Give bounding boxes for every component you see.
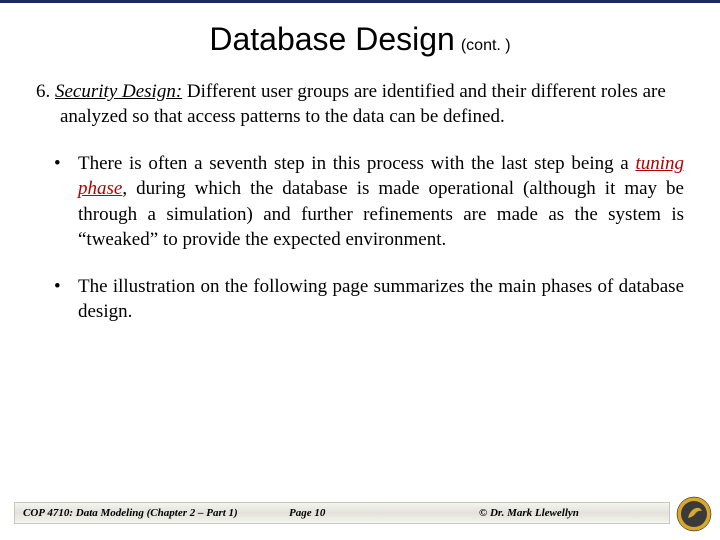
slide-content: Database Design (cont. ) 6. Security Desi… [0, 3, 720, 324]
numbered-item-6: 6. Security Design: Different user group… [36, 80, 684, 129]
footer-bar: COP 4710: Data Modeling (Chapter 2 – Par… [14, 502, 670, 524]
slide-title: Database Design (cont. ) [36, 21, 684, 58]
item-number: 6. [36, 81, 50, 102]
title-main: Database Design [209, 21, 454, 57]
footer-copyright: © Dr. Mark Llewellyn [479, 507, 669, 519]
footer: COP 4710: Data Modeling (Chapter 2 – Par… [0, 502, 720, 532]
footer-page: Page 10 [289, 507, 479, 519]
bullet1-pre: There is often a seventh step in this pr… [78, 153, 635, 174]
bullet1-post: , during which the database is made oper… [78, 178, 684, 249]
bullet-1: There is often a seventh step in this pr… [36, 151, 684, 251]
footer-course: COP 4710: Data Modeling (Chapter 2 – Par… [15, 507, 289, 519]
bullet-2: The illustration on the following page s… [36, 274, 684, 324]
security-design-label: Security Design: [55, 81, 182, 102]
ucf-pegasus-logo-icon [676, 496, 712, 532]
title-suffix: (cont. ) [461, 37, 511, 54]
